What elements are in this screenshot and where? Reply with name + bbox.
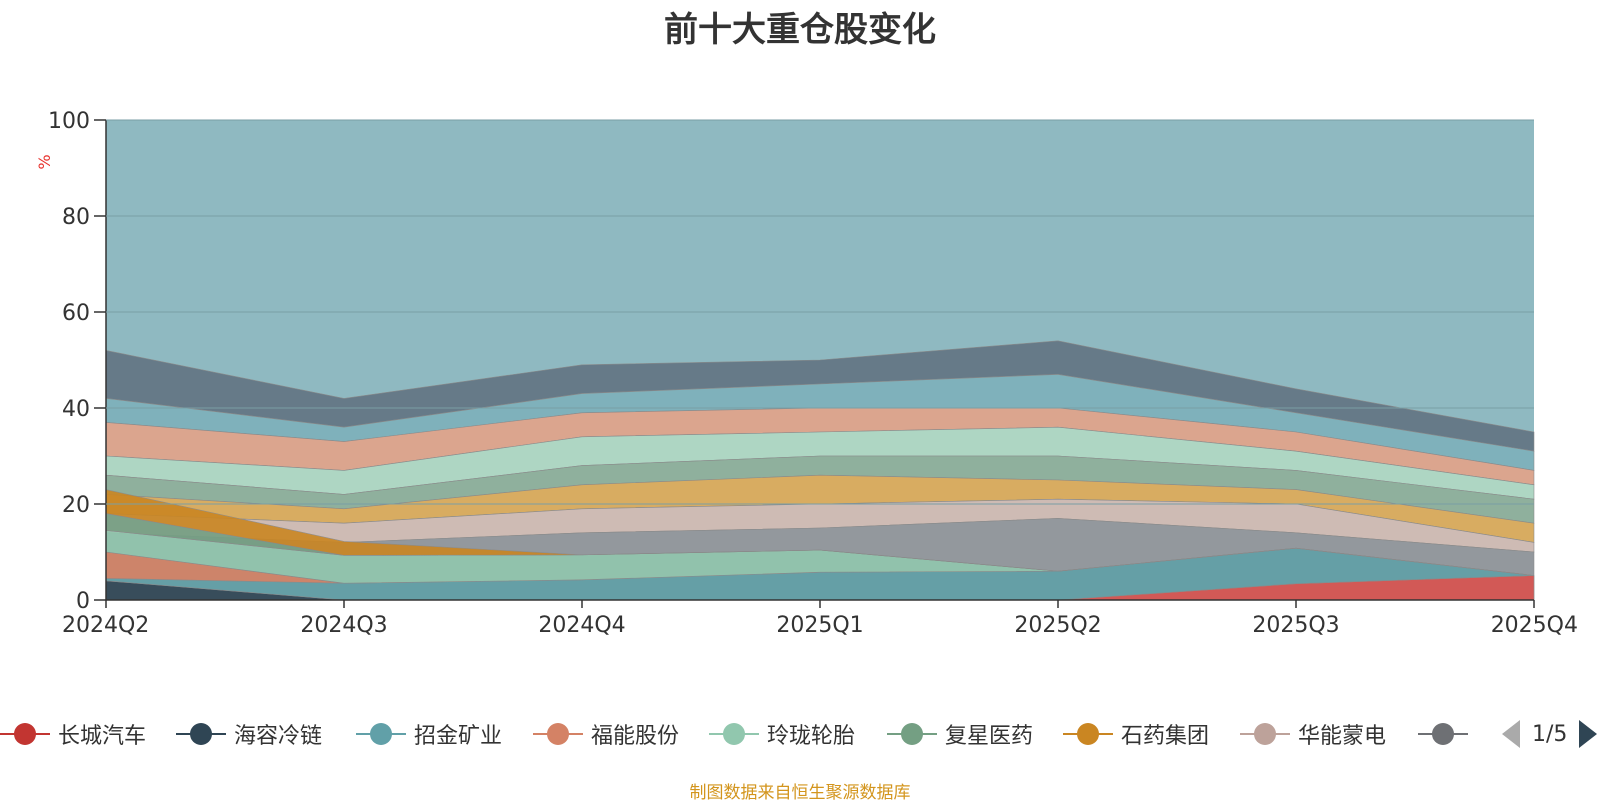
x-tick-label: 2025Q2 <box>1014 613 1101 638</box>
legend-label: 海容冷链 <box>234 724 323 749</box>
legend-marker-icon <box>176 719 226 749</box>
legend-label: 石药集团 <box>1121 724 1210 749</box>
y-axis-unit-label: % <box>35 154 54 169</box>
chart-title: 前十大重仓股变化 <box>664 10 936 50</box>
y-tick-label: 100 <box>48 109 90 134</box>
legend-marker-icon <box>709 719 759 749</box>
x-tick-label: 2025Q4 <box>1491 613 1578 638</box>
y-tick-label: 20 <box>62 493 90 518</box>
legend-marker-icon <box>533 719 583 749</box>
legend-item[interactable]: 华能蒙电 <box>1240 712 1386 756</box>
legend-item[interactable]: 玲珑轮胎 <box>709 712 855 756</box>
legend-item[interactable]: 长城汽车 <box>0 712 146 756</box>
series-area-石药集团 <box>105 489 1535 576</box>
stacked-area-chart: 0 20 40 60 80 100 2024Q2 2024Q3 2024Q4 2025Q1 2025… <box>35 109 1578 638</box>
legend-label: 福能股份 <box>591 724 680 749</box>
legend-marker-icon <box>887 719 937 749</box>
x-tick-label: 2024Q2 <box>62 613 149 638</box>
legend-label: 华能蒙电 <box>1298 724 1387 749</box>
triangle-left-icon <box>1502 720 1520 748</box>
y-tick-label: 0 <box>76 589 90 614</box>
legend-item[interactable] <box>1418 712 1476 756</box>
legend-label: 招金矿业 <box>414 724 503 749</box>
x-tick-label: 2024Q4 <box>538 613 625 638</box>
x-tick-label: 2025Q3 <box>1252 613 1339 638</box>
legend-page-indicator: 1/5 <box>1532 721 1568 747</box>
axes: 0 20 40 60 80 100 2024Q2 2024Q3 2024Q4 2025Q1 2025… <box>48 109 1578 638</box>
legend-next-page-button[interactable] <box>1575 718 1599 750</box>
x-tick-label: 2025Q1 <box>776 613 863 638</box>
legend-marker-icon <box>356 719 406 749</box>
y-tick-label: 60 <box>62 301 90 326</box>
legend-item[interactable]: 海容冷链 <box>176 712 322 756</box>
legend-marker-icon <box>1240 719 1290 749</box>
x-tick-label: 2024Q3 <box>300 613 387 638</box>
legend-marker-icon <box>1063 719 1113 749</box>
legend-item[interactable]: 石药集团 <box>1063 712 1209 756</box>
legend: 长城汽车 海容冷链 招金矿业 福能股份 玲珑轮胎 复星医药 石药集团 华能蒙电 <box>0 712 1600 756</box>
source-note: 制图数据来自恒生聚源数据库 <box>689 783 911 803</box>
legend-marker-icon <box>0 719 50 749</box>
grid-lines <box>106 119 1534 505</box>
legend-prev-page-button[interactable] <box>1500 718 1524 750</box>
legend-label: 玲珑轮胎 <box>767 724 856 749</box>
y-tick-label: 40 <box>62 397 90 422</box>
area-layer <box>105 120 1535 601</box>
legend-item[interactable]: 福能股份 <box>533 712 679 756</box>
legend-marker-icon <box>1418 719 1468 749</box>
legend-label: 长城汽车 <box>58 724 147 749</box>
legend-pager: 1/5 <box>1500 716 1599 752</box>
legend-label: 复星医药 <box>945 724 1034 749</box>
legend-item[interactable]: 招金矿业 <box>356 712 502 756</box>
legend-item[interactable]: 复星医药 <box>887 712 1033 756</box>
triangle-right-icon <box>1579 720 1598 748</box>
y-tick-label: 80 <box>62 205 90 230</box>
